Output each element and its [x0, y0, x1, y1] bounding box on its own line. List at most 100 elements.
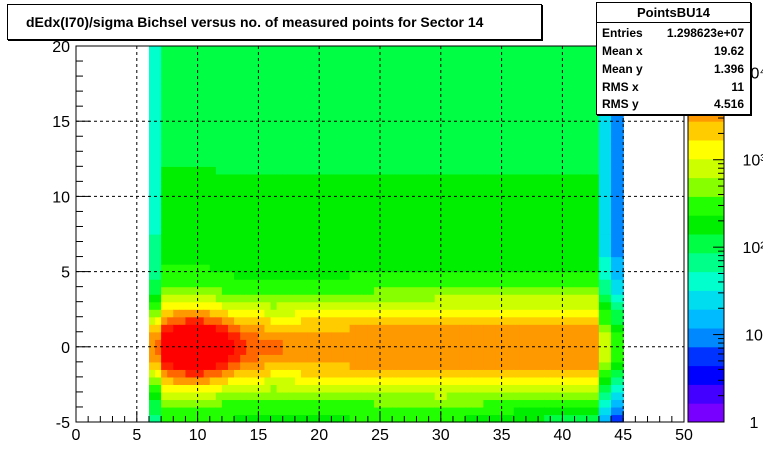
- heatmap-cell: [343, 286, 351, 295]
- colorbar-segment: [688, 252, 724, 273]
- heatmap-cell: [440, 226, 448, 235]
- heatmap-cell: [604, 339, 612, 348]
- heatmap-cell: [209, 331, 217, 340]
- heatmap-cell: [294, 53, 302, 62]
- heatmap-cell: [550, 181, 557, 190]
- heatmap-cell: [234, 391, 241, 401]
- heatmap-cell: [294, 324, 302, 333]
- heatmap-cell: [416, 324, 424, 333]
- heatmap-cell: [148, 271, 156, 280]
- heatmap-cell: [221, 128, 229, 137]
- heatmap-cell: [325, 128, 332, 137]
- heatmap-cell: [422, 376, 430, 385]
- heatmap-cell: [258, 399, 266, 408]
- heatmap-cell: [234, 226, 241, 235]
- heatmap-cell: [446, 61, 454, 70]
- heatmap-cell: [313, 106, 320, 115]
- heatmap-cell: [252, 121, 259, 130]
- heatmap-cell: [215, 166, 223, 175]
- heatmap-cell: [264, 83, 272, 92]
- heatmap-cell: [604, 188, 612, 197]
- heatmap-cell: [501, 68, 509, 77]
- heatmap-cell: [191, 384, 199, 393]
- heatmap-cell: [313, 271, 320, 280]
- heatmap-cell: [538, 294, 545, 303]
- heatmap-cell: [404, 301, 411, 310]
- heatmap-cell: [325, 316, 332, 325]
- heatmap-cell: [148, 414, 156, 423]
- heatmap-cell: [373, 53, 381, 62]
- y-tick-label: 5: [61, 265, 70, 282]
- heatmap-cell: [617, 218, 624, 228]
- heatmap-cell: [495, 286, 503, 295]
- heatmap-cell: [568, 196, 576, 205]
- heatmap-cell: [471, 83, 478, 92]
- heatmap-cell: [459, 286, 466, 295]
- heatmap-cell: [228, 98, 235, 107]
- x-tick-label: 5: [132, 427, 141, 444]
- heatmap-cell: [446, 286, 454, 295]
- heatmap-cell: [483, 391, 491, 401]
- heatmap-cell: [331, 173, 339, 182]
- heatmap-cell: [270, 399, 278, 408]
- heatmap-cell: [240, 361, 247, 370]
- heatmap-cell: [185, 46, 193, 55]
- heatmap-cell: [264, 309, 272, 318]
- heatmap-cell: [489, 316, 497, 325]
- heatmap-cell: [252, 98, 259, 107]
- heatmap-cell: [568, 226, 576, 235]
- heatmap-cell: [410, 376, 418, 385]
- heatmap-cell: [416, 316, 424, 325]
- heatmap-cell: [586, 46, 594, 55]
- heatmap-cell: [221, 286, 229, 295]
- heatmap-cell: [215, 354, 223, 363]
- heatmap-cell: [191, 136, 199, 145]
- heatmap-cell: [580, 68, 588, 77]
- y-tick-label: 0: [61, 340, 70, 357]
- heatmap-cell: [507, 218, 515, 228]
- heatmap-cell: [185, 68, 193, 77]
- heatmap-cell: [355, 196, 363, 205]
- heatmap-cell: [380, 294, 387, 303]
- heatmap-cell: [221, 158, 229, 167]
- heatmap-cell: [349, 241, 357, 250]
- heatmap-cell: [446, 136, 454, 145]
- heatmap-cell: [240, 309, 247, 318]
- heatmap-cell: [270, 158, 278, 167]
- heatmap-cell: [440, 203, 448, 213]
- heatmap-cell: [434, 76, 442, 85]
- heatmap-cell: [538, 309, 545, 318]
- heatmap-cell: [586, 309, 594, 318]
- heatmap-cell: [495, 188, 503, 197]
- heatmap-cell: [240, 188, 247, 197]
- heatmap-cell: [373, 406, 381, 416]
- heatmap-cell: [331, 166, 339, 175]
- heatmap-cell: [446, 316, 454, 325]
- heatmap-cell: [483, 376, 491, 385]
- heatmap-cell: [179, 76, 187, 85]
- heatmap-cell: [471, 203, 478, 213]
- heatmap-cell: [398, 279, 405, 288]
- heatmap-cell: [148, 203, 156, 213]
- heatmap-cell: [592, 158, 600, 167]
- heatmap-cell: [507, 361, 515, 370]
- heatmap-cell: [173, 128, 180, 137]
- heatmap-cell: [562, 98, 570, 107]
- heatmap-cell: [197, 151, 205, 160]
- heatmap-cell: [343, 68, 351, 77]
- heatmap-cell: [307, 414, 314, 423]
- heatmap-cell: [604, 391, 612, 401]
- heatmap-cell: [228, 113, 235, 122]
- heatmap-cell: [264, 91, 272, 100]
- heatmap-cell: [398, 249, 405, 258]
- heatmap-cell: [380, 173, 387, 182]
- heatmap-cell: [538, 256, 545, 265]
- heatmap-cell: [246, 406, 253, 416]
- heatmap-cell: [440, 294, 448, 303]
- x-tick-label: 45: [614, 427, 632, 444]
- heatmap-cell: [173, 414, 180, 423]
- heatmap-cell: [319, 361, 326, 370]
- heatmap-cell: [282, 68, 290, 77]
- heatmap-cell: [489, 376, 497, 385]
- heatmap-cell: [294, 279, 302, 288]
